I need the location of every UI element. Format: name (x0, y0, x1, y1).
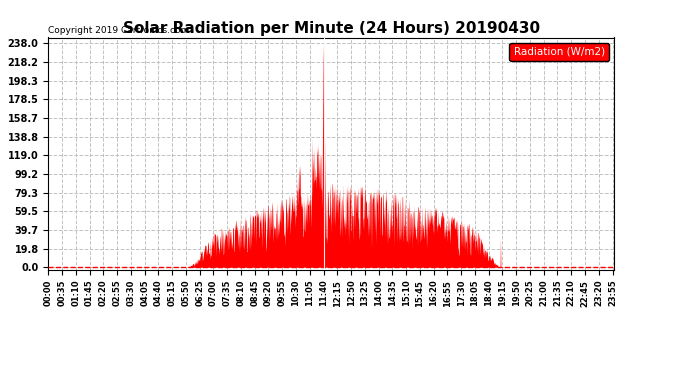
Text: Copyright 2019 Cartronics.com: Copyright 2019 Cartronics.com (48, 26, 190, 35)
Title: Solar Radiation per Minute (24 Hours) 20190430: Solar Radiation per Minute (24 Hours) 20… (123, 21, 540, 36)
Legend: Radiation (W/m2): Radiation (W/m2) (509, 43, 609, 61)
